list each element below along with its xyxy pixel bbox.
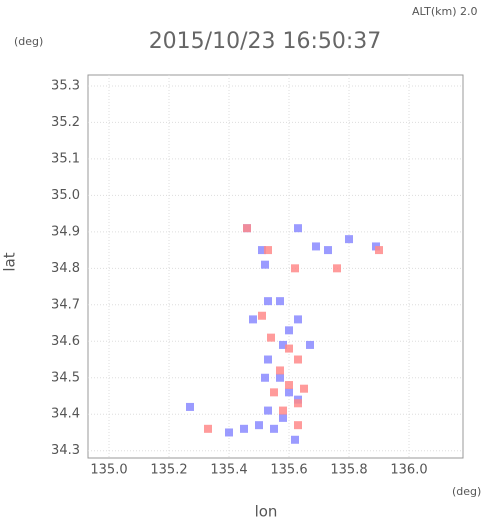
point: [267, 333, 275, 342]
x-unit: (deg): [452, 485, 481, 498]
point: [285, 381, 293, 390]
point: [270, 388, 278, 397]
point: [291, 264, 299, 273]
point: [186, 402, 194, 411]
point: [306, 340, 314, 349]
annotation: ALT(km) 2.0: [412, 5, 478, 18]
point: [324, 246, 332, 255]
y-tick-label: 34.9: [51, 224, 80, 239]
point: [264, 246, 272, 255]
y-unit: (deg): [14, 35, 43, 48]
point: [264, 355, 272, 364]
point: [240, 424, 248, 433]
x-tick-label: 136.0: [390, 463, 427, 478]
y-tick-label: 34.4: [51, 407, 80, 422]
point: [294, 315, 302, 324]
point: [279, 413, 287, 422]
point: [243, 224, 251, 233]
point: [285, 344, 293, 353]
point: [300, 384, 308, 393]
point: [333, 264, 341, 273]
point: [225, 428, 233, 437]
y-tick-label: 35.1: [51, 151, 80, 166]
chart-title: 2015/10/23 16:50:37: [149, 29, 382, 54]
point: [270, 424, 278, 433]
point: [294, 355, 302, 364]
point: [345, 235, 353, 244]
x-tick-label: 135.2: [150, 463, 187, 478]
y-tick-label: 34.8: [51, 261, 80, 276]
point: [276, 297, 284, 306]
point: [261, 260, 269, 269]
y-tick-label: 35.2: [51, 115, 80, 130]
point: [264, 406, 272, 415]
x-axis-label: lon: [255, 503, 278, 521]
point: [258, 311, 266, 320]
y-tick-label: 34.5: [51, 370, 80, 385]
point: [312, 242, 320, 251]
point: [249, 315, 257, 324]
point: [291, 435, 299, 444]
x-tick-label: 135.4: [210, 463, 247, 478]
point: [276, 373, 284, 382]
plot-frame: [87, 74, 464, 459]
point: [279, 406, 287, 415]
point: [375, 246, 383, 255]
point: [294, 224, 302, 233]
point: [294, 399, 302, 408]
x-tick-label: 135.8: [330, 463, 367, 478]
y-axis-label: lat: [1, 252, 19, 271]
point: [276, 366, 284, 375]
point: [294, 421, 302, 430]
point: [285, 326, 293, 335]
point: [255, 421, 263, 430]
x-tick-label: 135.6: [270, 463, 307, 478]
y-tick-label: 35.3: [51, 78, 80, 93]
x-tick-label: 135.0: [90, 463, 127, 478]
y-tick-label: 34.6: [51, 334, 80, 349]
y-tick-label: 34.3: [51, 443, 80, 458]
point: [258, 246, 266, 255]
point: [264, 297, 272, 306]
y-tick-label: 35.0: [51, 188, 80, 203]
point: [285, 388, 293, 397]
point: [279, 340, 287, 349]
point: [261, 373, 269, 382]
y-tick-label: 34.7: [51, 297, 80, 312]
point: [204, 424, 212, 433]
